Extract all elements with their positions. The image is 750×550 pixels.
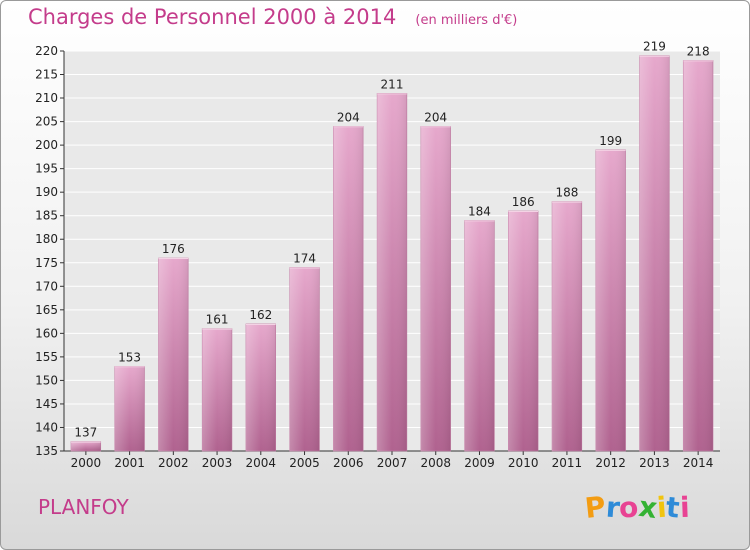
bar-shade	[639, 55, 670, 452]
y-tick-label: 160	[35, 326, 58, 340]
data-label: 186	[512, 195, 535, 209]
y-tick-label: 215	[35, 68, 58, 82]
y-tick-label: 220	[35, 44, 58, 58]
chart-title: Charges de Personnel 2000 à 2014	[28, 5, 397, 29]
bar-shade	[552, 201, 582, 451]
x-tick-label: 2010	[508, 456, 539, 470]
x-tick-label: 2011	[552, 456, 583, 470]
data-label: 204	[337, 110, 360, 124]
data-label: 174	[293, 251, 316, 265]
y-tick-label: 205	[35, 115, 58, 129]
bar-shade	[333, 126, 364, 451]
data-label: 218	[687, 44, 710, 58]
x-tick-label: 2000	[71, 456, 102, 470]
x-tick-label: 2014	[683, 456, 714, 470]
logo-letter: i	[679, 490, 690, 525]
axis-layer: 135 140 145 150 155 160 165 170 175 180 185 190 195 2…	[35, 44, 720, 470]
y-tick-label: 165	[35, 303, 58, 317]
bar-shade	[114, 366, 145, 451]
title-row: Charges de Personnel 2000 à 2014 (en mil…	[28, 5, 517, 29]
data-label: 211	[381, 77, 404, 91]
bar-shade	[595, 149, 626, 451]
data-label: 162	[249, 308, 272, 322]
commune-name: PLANFOY	[38, 495, 129, 519]
bars-layer	[70, 55, 714, 452]
bar-shade	[508, 211, 539, 451]
y-tick-label: 150	[35, 373, 58, 387]
data-label: 137	[74, 426, 97, 440]
y-tick-label: 200	[35, 138, 58, 152]
y-tick-label: 175	[35, 256, 58, 270]
x-tick-label: 2002	[158, 456, 189, 470]
y-tick-label: 135	[35, 444, 58, 458]
x-tick-label: 2013	[639, 456, 670, 470]
x-tick-label: 2008	[420, 456, 451, 470]
bar-shade	[245, 323, 276, 451]
data-label: 188	[555, 186, 578, 200]
proxiti-logo[interactable]: Proxiti	[583, 490, 690, 525]
y-tick-label: 145	[35, 397, 58, 411]
y-tick-label: 140	[35, 420, 58, 434]
data-label: 161	[206, 313, 229, 327]
data-label: 153	[118, 350, 141, 364]
bar-shade	[289, 267, 320, 451]
bar-shade	[683, 60, 714, 451]
x-tick-label: 2004	[246, 456, 277, 470]
bar-shade	[158, 258, 189, 451]
y-tick-label: 195	[35, 162, 58, 176]
bar-shade	[464, 220, 495, 451]
chart-unit: (en milliers d'€)	[415, 13, 518, 28]
x-tick-label: 2001	[114, 456, 145, 470]
x-tick-label: 2005	[289, 456, 320, 470]
y-tick-label: 170	[35, 279, 58, 293]
y-tick-label: 210	[35, 91, 58, 105]
x-tick-label: 2003	[202, 456, 233, 470]
y-tick-label: 180	[35, 232, 58, 246]
data-label: 204	[424, 110, 447, 124]
data-label: 176	[162, 242, 185, 256]
data-label: 184	[468, 204, 491, 218]
logo-letter: P	[583, 490, 608, 525]
data-label: 219	[643, 40, 666, 54]
data-label: 199	[599, 134, 622, 148]
bar-shade	[420, 126, 451, 451]
bar-shade	[377, 93, 407, 452]
bar-shade	[70, 441, 101, 451]
labels-layer: 137 153 176 161 162 174 204 211 204 184 186 188 199 2…	[74, 40, 709, 440]
y-tick-label: 190	[35, 185, 58, 199]
y-tick-label: 155	[35, 350, 58, 364]
y-tick-label: 185	[35, 209, 58, 223]
x-tick-label: 2007	[377, 456, 408, 470]
x-tick-label: 2012	[595, 456, 626, 470]
bar-shade	[202, 328, 232, 451]
x-tick-label: 2006	[333, 456, 364, 470]
x-tick-label: 2009	[464, 456, 495, 470]
